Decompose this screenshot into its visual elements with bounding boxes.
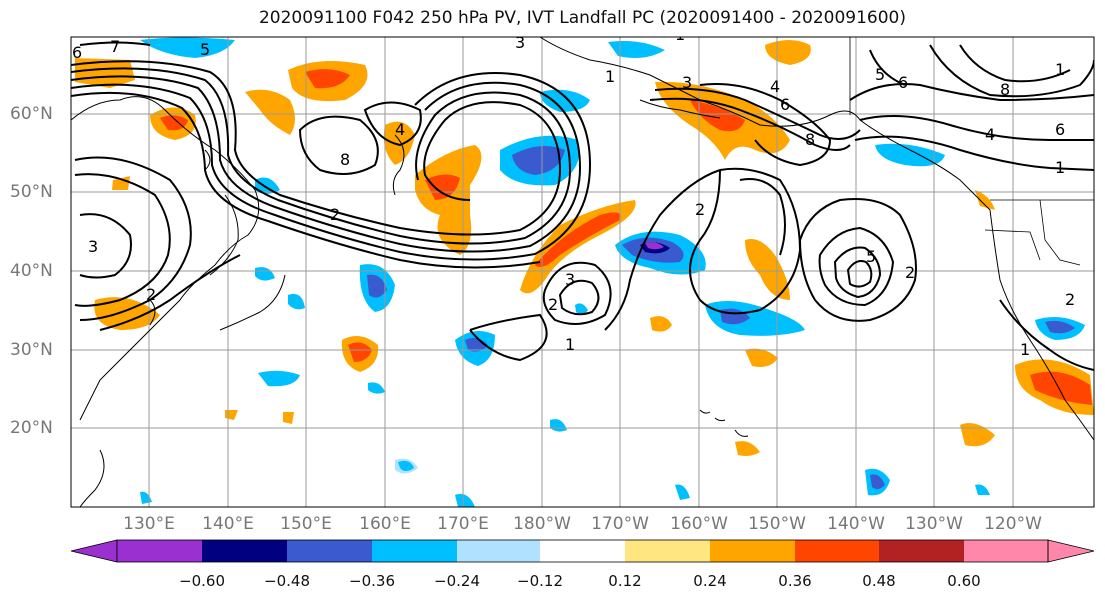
ivt-contours	[71, 41, 1094, 371]
contour-label: 6	[780, 95, 790, 114]
contour-label: 4	[770, 77, 780, 96]
contour-label: 3	[682, 73, 692, 92]
colorbar-frame	[116, 539, 1049, 563]
colorbar-segment	[117, 540, 202, 562]
colorbar-tick-label: −0.60	[179, 572, 225, 590]
lon-label: 170°W	[591, 514, 649, 534]
colorbar-min-arrow	[70, 539, 118, 563]
contour-label: 2	[1065, 290, 1075, 309]
contour-label: 5	[866, 247, 876, 266]
colorbar-segment	[287, 540, 372, 562]
pv-shading	[75, 37, 1094, 507]
map-title: 2020091100 F042 250 hPa PV, IVT Landfall…	[258, 8, 906, 28]
contour-label: 5	[200, 40, 210, 59]
lon-label: 130°E	[123, 514, 175, 534]
lon-label: 130°W	[905, 514, 963, 534]
lon-label: 150°W	[748, 514, 806, 534]
contour-label: 3	[565, 270, 575, 289]
contour-label: 1	[675, 25, 685, 44]
colorbar-segment	[625, 540, 710, 562]
contour-label: 3	[515, 33, 525, 52]
colorbar-tick-label: 0.12	[608, 572, 642, 590]
colorbar-segment	[202, 540, 287, 562]
colorbar-tick-label: 0.24	[693, 572, 727, 590]
colorbar	[70, 539, 1095, 563]
contour-label: 3	[88, 237, 98, 256]
colorbar-tick-label: −0.36	[349, 572, 395, 590]
lat-label: 60°N	[10, 104, 53, 124]
contour-label: 8	[340, 150, 350, 169]
contour-label: 2	[146, 285, 156, 304]
colorbar-tick-label: 0.60	[947, 572, 981, 590]
lon-label: 140°W	[827, 514, 885, 534]
colorbar-segment	[795, 540, 879, 562]
contour-label: 6	[72, 43, 82, 62]
lon-label: 120°W	[984, 514, 1042, 534]
colorbar-segment	[372, 540, 457, 562]
lat-label: 50°N	[10, 182, 53, 202]
colorbar-segment	[964, 540, 1048, 562]
lon-label: 160°W	[670, 514, 728, 534]
colorbar-tick-label: −0.48	[264, 572, 310, 590]
contour-label: 2	[330, 205, 340, 224]
contour-label: 1	[1055, 60, 1065, 79]
contour-label: 2	[905, 263, 915, 282]
lon-label: 170°E	[437, 514, 489, 534]
map-area	[71, 37, 1094, 507]
contour-label: 2	[695, 200, 705, 219]
contour-label: 1	[1055, 158, 1065, 177]
lon-label: 180°W	[513, 514, 571, 534]
contour-label: 1	[1020, 340, 1030, 359]
contour-label: 1	[605, 67, 615, 86]
colorbar-segment	[540, 540, 625, 562]
contour-label: 7	[110, 37, 120, 56]
colorbar-segment	[457, 540, 540, 562]
contour-label: 6	[1055, 120, 1065, 139]
colorbar-tick-label: −0.24	[434, 572, 480, 590]
lon-label: 160°E	[359, 514, 411, 534]
contour-labels: 7 5 3 8 6 4 1 2 3 2 3 2 1 4 6 8 5 6 1 8 …	[72, 25, 1075, 359]
lat-label: 20°N	[10, 418, 53, 438]
borders	[849, 37, 1094, 266]
colorbar-tick-label: −0.12	[517, 572, 563, 590]
contour-label: 5	[875, 65, 885, 84]
lon-label: 140°E	[202, 514, 254, 534]
lat-label: 30°N	[10, 340, 53, 360]
colorbar-tick-label: 0.48	[862, 572, 896, 590]
contour-label: 4	[395, 120, 405, 139]
contour-label: 8	[1000, 80, 1010, 99]
contour-label: 4	[985, 125, 995, 144]
colorbar-tick-label: 0.36	[778, 572, 812, 590]
lat-label: 40°N	[10, 261, 53, 281]
contour-label: 6	[898, 73, 908, 92]
map-frame	[70, 36, 1095, 508]
colorbar-max-arrow	[1047, 539, 1095, 563]
lon-label: 150°E	[280, 514, 332, 534]
colorbar-segment	[710, 540, 795, 562]
contour-label: 2	[548, 295, 558, 314]
contour-label: 1	[565, 335, 575, 354]
contour-label: 8	[805, 130, 815, 149]
colorbar-segment	[879, 540, 964, 562]
coastlines	[71, 37, 1094, 507]
